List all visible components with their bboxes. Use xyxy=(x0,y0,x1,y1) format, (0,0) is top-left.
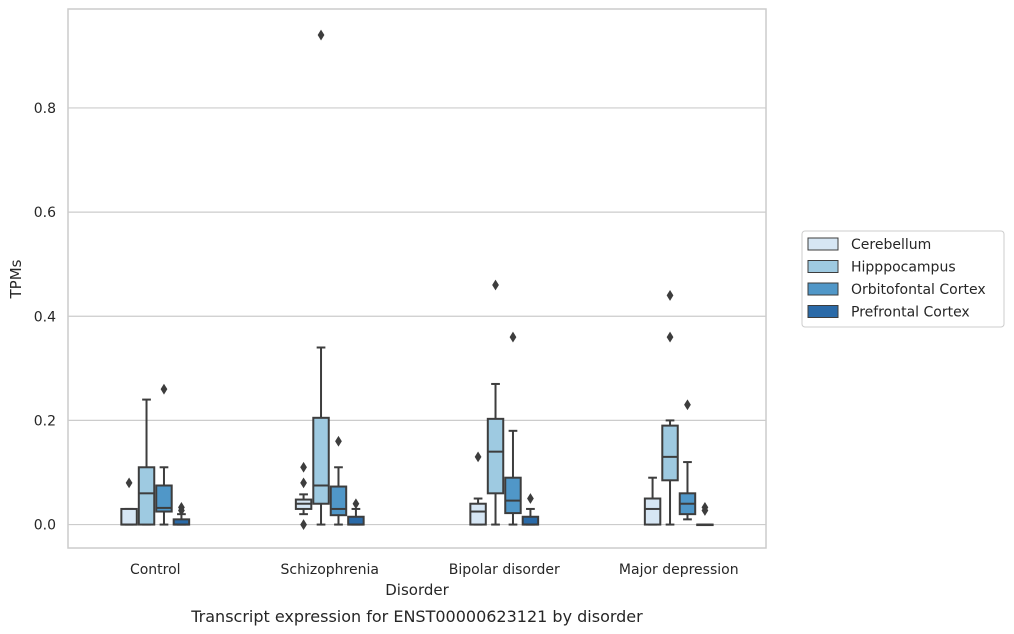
box-plot xyxy=(678,399,697,521)
outlier-point xyxy=(160,383,168,395)
box xyxy=(521,515,540,526)
outlier-point xyxy=(300,519,307,530)
x-tick-label: Schizophrenia xyxy=(281,562,379,578)
legend-frame xyxy=(801,230,1005,328)
box xyxy=(347,515,365,526)
y-axis-ticks: 0.0 0.2 0.4 0.6 0.8 xyxy=(34,101,56,534)
y-tick-label: 0.8 xyxy=(34,101,56,117)
box xyxy=(661,424,679,482)
box-plot xyxy=(486,279,505,526)
outlier-point xyxy=(317,29,325,41)
outlier-point xyxy=(701,505,709,516)
outlier-point xyxy=(125,477,133,489)
box-plot xyxy=(155,383,173,526)
box-groups xyxy=(120,29,714,530)
legend-label: Hipppocampus xyxy=(851,260,956,276)
box xyxy=(312,416,330,505)
box-plot xyxy=(504,331,522,526)
outlier-point xyxy=(300,477,307,489)
box xyxy=(469,502,487,526)
box xyxy=(137,466,156,526)
box-plot xyxy=(172,501,191,526)
plot-frame xyxy=(67,8,767,549)
y-tick-label: 0.6 xyxy=(34,205,56,221)
y-tick-label: 0.2 xyxy=(34,413,56,429)
outlier-point xyxy=(684,399,691,411)
outlier-point xyxy=(300,461,307,473)
box-plot xyxy=(521,493,540,526)
x-axis-ticks: Control Schizophrenia Bipolar disorder Majo… xyxy=(130,562,739,578)
outlier-point xyxy=(509,331,517,343)
box xyxy=(155,484,173,513)
y-axis-label: TPMs xyxy=(7,259,25,299)
outlier-point xyxy=(178,505,185,516)
x-axis-label: Disorder xyxy=(385,581,449,599)
x-tick-label: Control xyxy=(130,562,181,578)
outlier-point xyxy=(666,290,674,301)
box-plot xyxy=(120,477,138,526)
y-tick-label: 0.0 xyxy=(34,518,56,534)
box-plot xyxy=(469,451,487,526)
outlier-point xyxy=(492,279,499,291)
outlier-point xyxy=(666,331,674,343)
box xyxy=(486,417,505,495)
legend-swatch xyxy=(807,237,839,251)
box xyxy=(504,476,522,515)
box-plot xyxy=(329,435,348,526)
legend-label: Prefrontal Cortex xyxy=(851,305,970,321)
box xyxy=(120,507,138,526)
box-plot xyxy=(643,476,662,526)
legend-swatch xyxy=(807,305,839,318)
outlier-point xyxy=(474,451,482,463)
chart-caption: Transcript expression for ENST0000062312… xyxy=(190,607,643,626)
box-plot xyxy=(294,461,313,530)
outlier-point xyxy=(352,498,360,510)
legend-swatch xyxy=(807,260,839,273)
legend: Cerebellum Hipppocampus Orbitofontal Corte… xyxy=(801,230,1005,328)
x-tick-label: Major depression xyxy=(619,562,739,578)
legend-swatch xyxy=(807,282,839,296)
x-tick-label: Bipolar disorder xyxy=(449,562,560,578)
box-plot xyxy=(312,29,330,526)
legend-label: Orbitofontal Cortex xyxy=(851,282,986,298)
box-plot xyxy=(661,290,679,526)
box-plot xyxy=(347,498,365,526)
box-plot xyxy=(137,398,156,526)
box-plot xyxy=(696,501,714,527)
y-tick-label: 0.4 xyxy=(34,309,56,325)
legend-label: Cerebellum xyxy=(851,237,931,253)
box xyxy=(643,497,662,526)
box xyxy=(329,485,348,517)
outlier-point xyxy=(527,493,534,504)
outlier-point xyxy=(335,435,342,447)
